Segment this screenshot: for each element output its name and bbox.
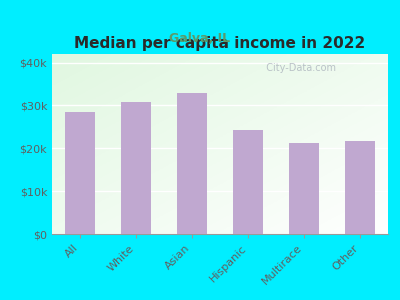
- Bar: [344, 141, 375, 234]
- Bar: [289, 143, 320, 234]
- Title: Median per capita income in 2022: Median per capita income in 2022: [74, 36, 366, 51]
- Text: City-Data.com: City-Data.com: [260, 63, 336, 73]
- Bar: [233, 130, 264, 234]
- Bar: [177, 93, 208, 234]
- Bar: [64, 112, 96, 234]
- Bar: [121, 102, 151, 234]
- Text: Galva, IL: Galva, IL: [170, 32, 230, 44]
